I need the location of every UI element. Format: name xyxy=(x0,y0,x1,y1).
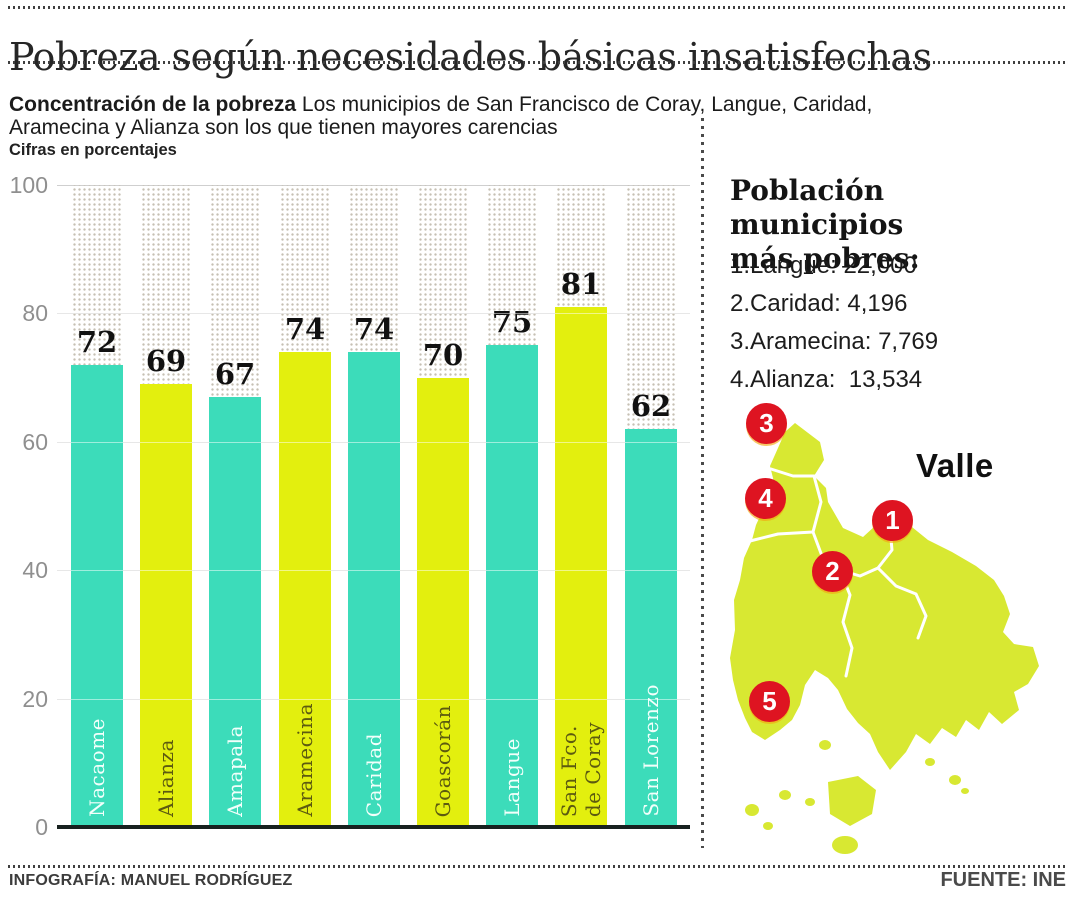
map-island xyxy=(805,798,815,806)
population-list-item: 4.Alianza: 13,534 xyxy=(730,366,923,393)
map-island xyxy=(961,788,969,794)
bar xyxy=(555,307,607,827)
map-marker-4: 4 xyxy=(745,478,786,519)
region-label-valle: Valle xyxy=(916,447,994,484)
map-outline xyxy=(730,423,1039,770)
bar-column: 74 Caridad xyxy=(348,185,400,827)
gridline-overlay xyxy=(57,441,690,443)
y-tick-label: 60 xyxy=(22,428,48,455)
subtitle-rest: Los municipios de San Francisco de Coray… xyxy=(296,93,873,116)
subtitle-line2: Aramecina y Alianza son los que tienen m… xyxy=(9,116,558,139)
map-marker-2: 2 xyxy=(812,551,853,592)
y-tick-label: 40 xyxy=(22,557,48,584)
population-panel-heading: Población municipios más pobres: xyxy=(730,174,920,275)
map-border-line xyxy=(811,474,824,558)
bar-value-label: 74 xyxy=(284,312,326,346)
gridline-overlay xyxy=(57,570,690,572)
bar-column: 62 San Lorenzo xyxy=(625,185,677,827)
bar-category-label: Goascorán xyxy=(431,704,455,817)
population-list-item: 1.Langue: 22,000 xyxy=(730,252,917,279)
map-border-line xyxy=(769,467,816,478)
map-island xyxy=(832,836,858,854)
bar-value-label: 67 xyxy=(214,357,256,391)
map-island xyxy=(925,758,935,766)
map-marker-1: 1 xyxy=(872,500,913,541)
map-border-line xyxy=(876,566,928,640)
bar-column: 74 Aramecina xyxy=(279,185,331,827)
bar xyxy=(140,384,192,827)
bar-category-label: Caridad xyxy=(362,732,386,817)
infographic-credit: INFOGRAFÍA: MANUEL RODRÍGUEZ xyxy=(9,872,293,889)
bar-value-label: 81 xyxy=(560,267,602,301)
bar-category-label: Nacaome xyxy=(85,718,109,817)
bar xyxy=(279,352,331,827)
bar xyxy=(486,345,538,827)
bar-column: 69 Alianza xyxy=(140,185,192,827)
dotted-rule-footer xyxy=(8,865,1066,868)
valle-map-svg xyxy=(730,423,1039,854)
bar-category-label: Amapala xyxy=(223,725,247,817)
y-tick-label: 20 xyxy=(22,685,48,712)
bar-column: 67 Amapala xyxy=(209,185,261,827)
bar-column: 70 Goascorán xyxy=(417,185,469,827)
x-axis-baseline xyxy=(57,825,690,829)
bar-value-label: 75 xyxy=(491,305,533,339)
y-tick-label: 100 xyxy=(9,172,48,198)
bar xyxy=(348,352,400,827)
subtitle-lead: Concentración de la pobreza xyxy=(9,93,297,116)
bar-category-label: San Lorenzo xyxy=(639,684,663,817)
bar-category-label: Aramecina xyxy=(293,703,317,817)
gridline-overlay xyxy=(57,698,690,700)
population-list: 1.Langue: 22,000 2.Caridad: 4,196 3.Aram… xyxy=(730,247,1060,399)
bar-value-label: 72 xyxy=(76,325,118,359)
gridline-overlay xyxy=(57,313,690,315)
y-tick-label: 0 xyxy=(35,814,48,840)
source-credit: FUENTE: INE xyxy=(940,869,1066,891)
map-island xyxy=(763,822,773,830)
bar xyxy=(625,429,677,827)
chart-units-note: Cifras en porcentajes xyxy=(9,141,177,159)
map-island xyxy=(745,804,759,816)
bar-column: 81 San Fco. de Coray xyxy=(555,185,607,827)
population-list-item: 3.Aramecina: 7,769 xyxy=(730,328,939,355)
bar-column: 72 Nacaome xyxy=(71,185,123,827)
bar-value-label: 70 xyxy=(422,338,464,372)
bar xyxy=(209,397,261,827)
bar-category-label: Langue xyxy=(500,738,524,817)
bar xyxy=(417,378,469,827)
map-island xyxy=(819,740,831,750)
map-island xyxy=(949,775,961,785)
bar-category-label: Alianza xyxy=(154,738,178,817)
dotted-rule-under-title xyxy=(8,61,1066,64)
subtitle: Concentración de la pobreza Los municipi… xyxy=(9,93,1039,139)
dotted-separator-vertical xyxy=(701,118,704,848)
bar-value-label: 69 xyxy=(145,344,187,378)
map-marker-5: 5 xyxy=(749,681,790,722)
map-border-line xyxy=(748,530,815,543)
population-list-item: 2.Caridad: 4,196 xyxy=(730,290,908,317)
dotted-rule-top xyxy=(8,6,1066,9)
bar-category-label: San Fco. de Coray xyxy=(557,721,605,817)
page-title: Pobreza según necesidades básicas insati… xyxy=(9,35,932,80)
map-marker-3: 3 xyxy=(746,403,787,444)
y-tick-label: 80 xyxy=(22,300,48,327)
map-island xyxy=(779,790,791,800)
map-island xyxy=(828,776,876,826)
valle-map xyxy=(700,390,1073,868)
bar-column: 75 Langue xyxy=(486,185,538,827)
bar-value-label: 62 xyxy=(630,389,672,423)
bar-value-label: 74 xyxy=(353,312,395,346)
